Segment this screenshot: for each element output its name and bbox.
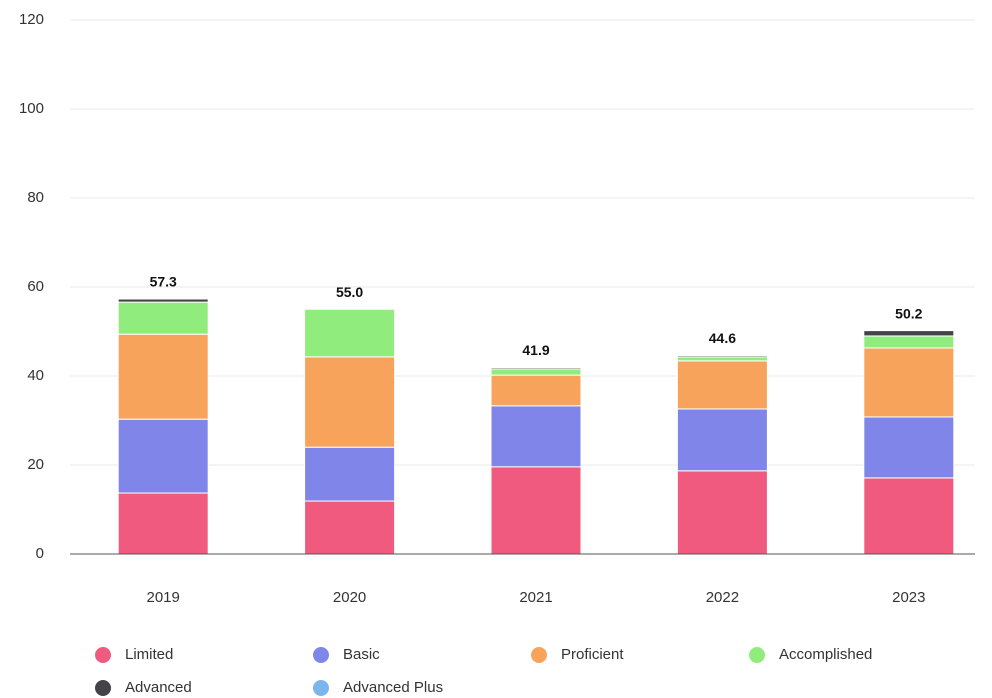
bar-segment: [117, 492, 209, 555]
bar-segment: [117, 418, 209, 494]
bar-segment: [117, 301, 209, 335]
legend-label: Advanced Plus: [343, 679, 443, 696]
total-label: 41.9: [522, 342, 549, 358]
legend-label: Accomplished: [779, 646, 872, 663]
legend-marker: [313, 680, 329, 696]
bar-segment: [676, 360, 768, 410]
bar-segment: [490, 374, 582, 407]
bar-segment: [676, 355, 768, 358]
bar-segment: [490, 367, 582, 370]
bar-segment: [117, 333, 209, 420]
total-label: 57.3: [150, 274, 177, 290]
legend-marker: [749, 647, 765, 663]
bar-segment: [304, 356, 396, 448]
bar-segment: [863, 347, 955, 418]
bar-segment: [676, 470, 768, 555]
x-tick-label: 2021: [519, 589, 552, 606]
y-tick-label: 0: [36, 545, 44, 562]
legend-label: Advanced: [125, 679, 192, 696]
y-tick-label: 120: [19, 11, 44, 28]
bar-segment: [304, 446, 396, 502]
bar-segment: [863, 416, 955, 479]
bar-segment: [490, 466, 582, 555]
legend-marker: [95, 647, 111, 663]
legend-marker: [95, 680, 111, 696]
bar-segment: [676, 408, 768, 472]
total-label: 50.2: [895, 305, 922, 321]
y-tick-label: 100: [19, 100, 44, 117]
y-tick-label: 80: [27, 189, 44, 206]
x-tick-label: 2020: [333, 589, 366, 606]
bar-segment: [117, 298, 209, 303]
bar-segment: [490, 368, 582, 376]
legend-label: Basic: [343, 646, 380, 663]
legend-label: Proficient: [561, 646, 624, 663]
bar-segment: [863, 330, 955, 337]
bar-segment: [490, 405, 582, 468]
total-label: 44.6: [709, 330, 736, 346]
bar-segment: [863, 477, 955, 555]
legend-marker: [531, 647, 547, 663]
bar-segment: [304, 500, 396, 555]
y-tick-label: 60: [27, 278, 44, 295]
total-label: 55.0: [336, 284, 363, 300]
y-tick-label: 20: [27, 456, 44, 473]
y-tick-label: 40: [27, 367, 44, 384]
bar-segment: [863, 335, 955, 349]
legend-marker: [313, 647, 329, 663]
legend-label: Limited: [125, 646, 173, 663]
bar-segment: [676, 356, 768, 362]
bar-segment: [304, 308, 396, 358]
x-tick-label: 2022: [706, 589, 739, 606]
x-tick-label: 2019: [147, 589, 180, 606]
x-tick-label: 2023: [892, 589, 925, 606]
